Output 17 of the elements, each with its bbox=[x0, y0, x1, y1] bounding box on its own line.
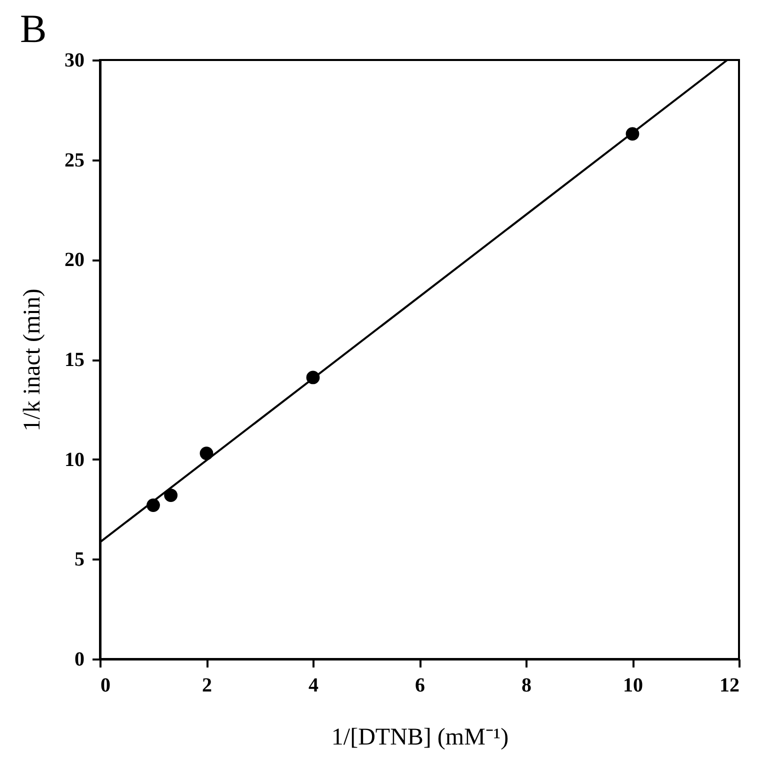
x-tick-label: 2 bbox=[202, 674, 212, 696]
y-tick-label: 15 bbox=[64, 349, 84, 371]
y-axis-title: 1/k inact (min) bbox=[20, 288, 46, 432]
x-tick-label: 6 bbox=[415, 674, 425, 696]
x-tick-label: 10 bbox=[623, 674, 643, 696]
y-tick-label: 20 bbox=[64, 249, 84, 272]
y-tick-label: 25 bbox=[64, 149, 84, 172]
x-tick-label: 0 bbox=[100, 674, 110, 696]
y-tick-label: 30 bbox=[64, 50, 84, 72]
y-tick-label: 10 bbox=[64, 448, 84, 471]
x-tick-label: 4 bbox=[308, 674, 318, 696]
x-tick-label: 12 bbox=[720, 674, 740, 696]
y-tick-label: 0 bbox=[74, 648, 84, 670]
y-tick-label: 5 bbox=[74, 548, 84, 571]
x-axis-title: 1/[DTNB] (mM⁻¹) bbox=[331, 724, 509, 750]
x-tick-label: 8 bbox=[522, 674, 532, 696]
chart-title: B bbox=[20, 6, 47, 51]
